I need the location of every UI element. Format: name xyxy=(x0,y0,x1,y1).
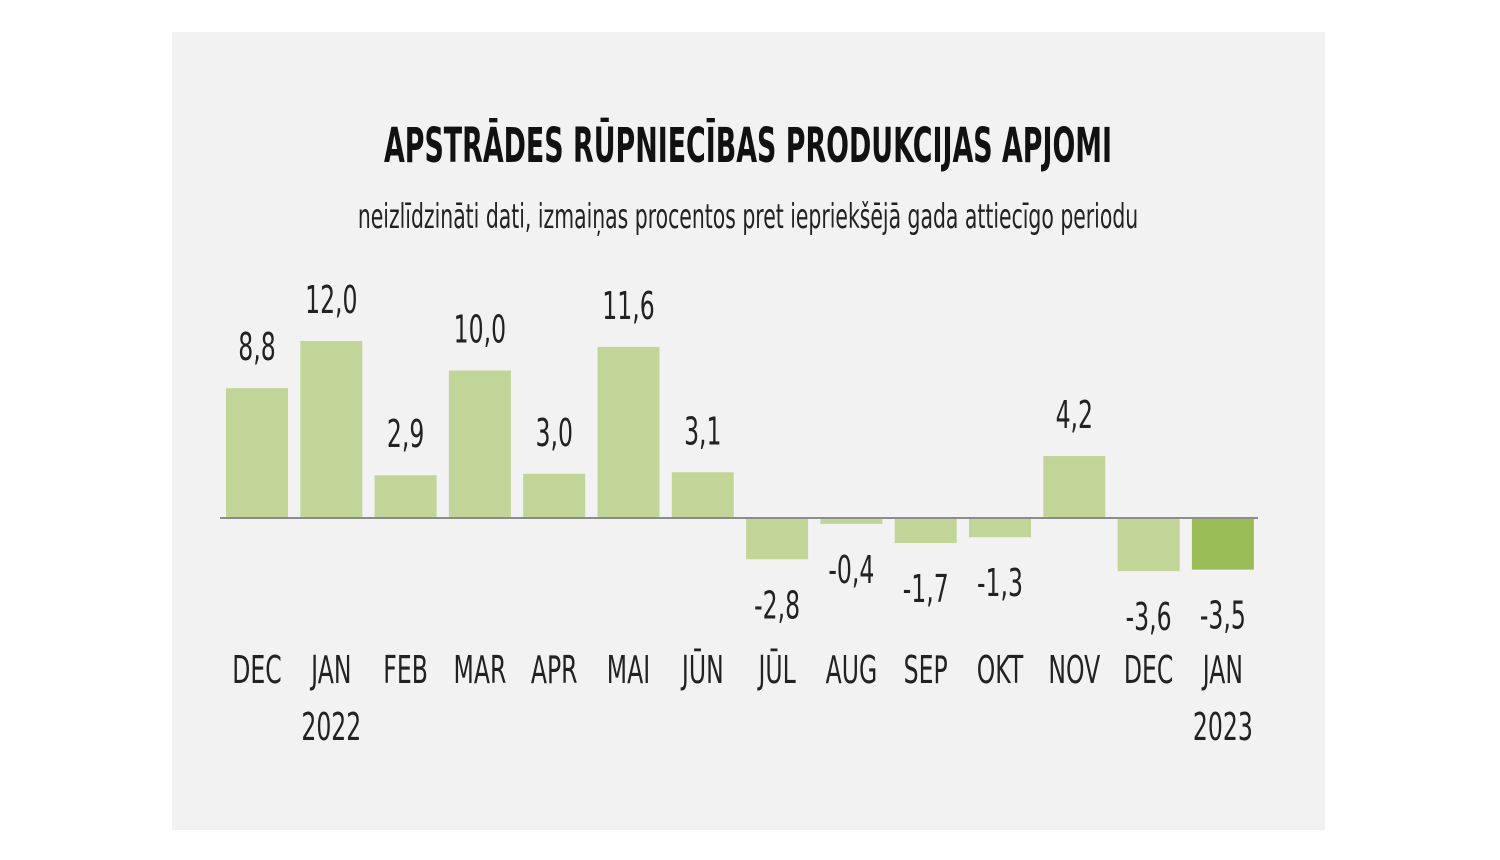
bar-3 xyxy=(448,370,511,518)
value-label: 3,0 xyxy=(535,412,572,455)
value-label: 3,1 xyxy=(684,411,721,454)
value-label: -3,5 xyxy=(1200,595,1246,638)
year-label: 2022 xyxy=(301,706,361,749)
year-label: 2023 xyxy=(1193,706,1253,749)
bar-2 xyxy=(374,475,437,518)
bar-7 xyxy=(746,518,809,560)
category-label: DEC xyxy=(232,649,281,692)
bar-0 xyxy=(226,388,288,518)
category-label: SEP xyxy=(904,649,948,692)
bar-8 xyxy=(820,518,883,524)
chart-panel xyxy=(172,32,1325,830)
bar-13 xyxy=(1191,518,1254,570)
category-label: APR xyxy=(531,649,578,692)
category-label: MAI xyxy=(607,649,650,692)
value-label: -1,7 xyxy=(903,568,949,611)
category-label: FEB xyxy=(383,649,428,692)
value-label: 2,9 xyxy=(387,414,424,457)
value-label: 10,0 xyxy=(454,309,506,352)
value-label: 11,6 xyxy=(602,285,654,328)
value-label: 8,8 xyxy=(238,327,275,370)
value-label: -2,8 xyxy=(754,585,800,628)
category-label: JŪN xyxy=(680,647,723,693)
bar-10 xyxy=(969,518,1031,538)
bar-11 xyxy=(1043,456,1106,518)
value-label: 12,0 xyxy=(305,279,357,322)
category-label: OKT xyxy=(977,649,1024,692)
value-label: -0,4 xyxy=(828,549,874,592)
category-label: AUG xyxy=(826,649,878,692)
bar-6 xyxy=(671,472,734,518)
category-label: JAN xyxy=(310,649,352,692)
category-label: MAR xyxy=(453,649,506,692)
category-label: NOV xyxy=(1048,649,1100,692)
bar-5 xyxy=(597,346,660,518)
bar-1 xyxy=(300,341,363,518)
bar-9 xyxy=(894,518,957,544)
category-label: JŪL xyxy=(757,647,796,693)
category-label: JAN xyxy=(1201,649,1243,692)
value-label: -1,3 xyxy=(977,563,1023,606)
chart-title: APSTRĀDES RŪPNIECĪBAS PRODUKCIJAS APJOMI xyxy=(384,118,1112,175)
bar-12 xyxy=(1117,518,1180,572)
value-label: -3,6 xyxy=(1126,596,1172,639)
chart-subtitle: neizlīdzināti dati, izmaiņas procentos p… xyxy=(358,196,1138,236)
bar-4 xyxy=(523,473,586,518)
category-label: DEC xyxy=(1124,649,1173,692)
value-label: 4,2 xyxy=(1056,394,1093,437)
